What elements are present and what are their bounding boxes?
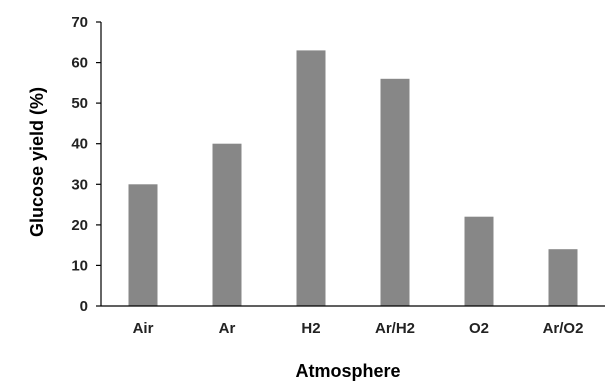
- y-tick-label: 40: [71, 136, 88, 153]
- y-tick-label: 0: [80, 298, 88, 315]
- bar-air: [128, 184, 158, 306]
- y-tick-label: 10: [71, 257, 88, 274]
- y-tick-label: 70: [71, 14, 88, 31]
- ticks-layer: Air Ar H2 Ar/H2 O2 Ar/O2 0 10 20 30 40 50 60 70: [71, 14, 583, 337]
- x-tick-label: O2: [469, 320, 489, 337]
- y-axis-title: Glucose yield (%): [27, 87, 47, 237]
- bar-h2: [296, 50, 326, 307]
- x-tick-label: H2: [301, 320, 320, 337]
- y-tick-label: 20: [71, 217, 88, 234]
- bar-ar-h2: [380, 78, 410, 306]
- y-tick-label: 30: [71, 176, 88, 193]
- y-tick-label: 50: [71, 95, 88, 112]
- x-tick-label: Ar/H2: [375, 320, 415, 337]
- bar-ar-o2: [548, 249, 578, 306]
- x-tick-label: Air: [133, 320, 154, 337]
- y-tick-label: 60: [71, 55, 88, 72]
- bar-ar: [212, 143, 242, 306]
- x-tick-label: Ar: [219, 320, 236, 337]
- x-axis-title: Atmosphere: [295, 361, 400, 381]
- bars-layer: [128, 50, 578, 307]
- axes-layer: [96, 21, 605, 307]
- bar-o2: [464, 216, 494, 306]
- x-tick-label: Ar/O2: [543, 320, 584, 337]
